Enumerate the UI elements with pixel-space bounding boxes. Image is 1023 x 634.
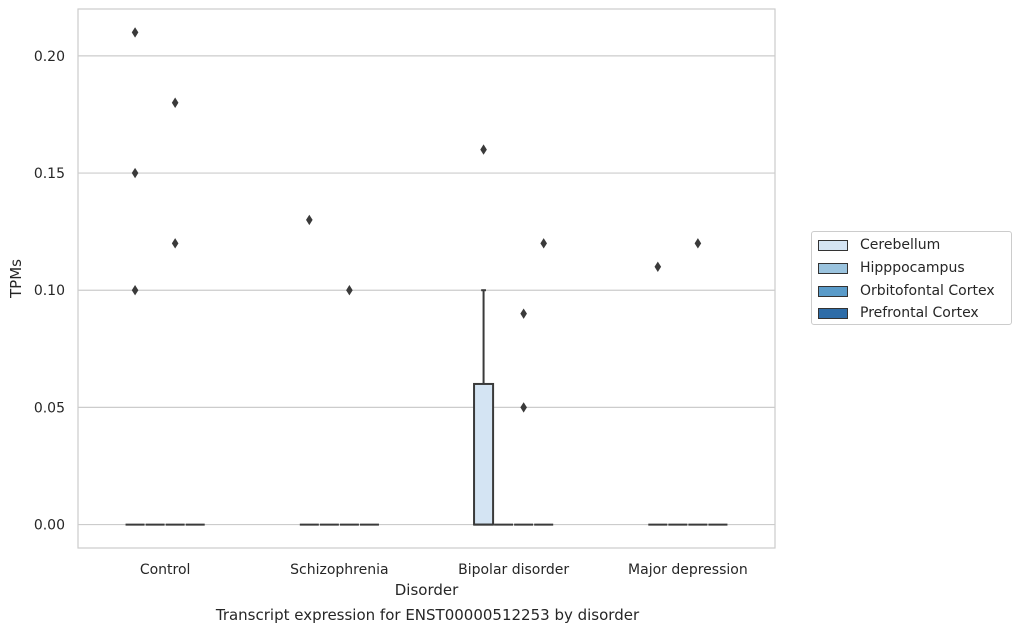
x-tick-label: Schizophrenia [290,562,388,578]
outlier-point [171,238,179,249]
y-tick-labels: 0.00 0.05 0.10 0.15 0.20 [34,49,65,534]
outlier-point [540,238,547,249]
plot-area [77,8,776,549]
legend-label: Cerebellum [860,237,941,253]
x-axis-label: Disorder [395,581,459,599]
x-tick-label: Control [140,562,191,578]
legend-swatch [818,262,848,274]
y-tick-label: 0.05 [34,400,65,416]
y-tick-label: 0.00 [34,518,65,534]
legend-swatch [818,239,848,251]
y-axis-label: TPMs [7,259,25,299]
legend-item: Prefrontal Cortex [818,304,979,322]
outlier-point [694,238,702,249]
x-tick-label: Major depression [628,562,748,578]
x-tick-label: Bipolar disorder [458,562,569,578]
outlier-point [480,144,487,155]
legend-label: Hipppocampus [860,260,965,276]
legend-item: Orbitofontal Cortex [818,282,995,300]
y-tick-label: 0.20 [34,49,65,65]
outlier-point [306,214,313,226]
y-tick-label: 0.15 [34,166,65,182]
outlier-point [346,285,353,296]
outliers [131,27,702,413]
legend-item: Hipppocampus [818,259,965,277]
outlier-point [131,167,139,179]
legend-label: Orbitofontal Cortex [860,283,995,299]
outlier-point [520,308,527,319]
outlier-point [131,285,139,296]
legend-label: Prefrontal Cortex [860,305,979,321]
outlier-point [654,261,662,272]
y-tick-label: 0.10 [34,283,65,299]
boxes [125,289,728,526]
outlier-point [520,402,527,413]
chart-caption: Transcript expression for ENST0000051225… [215,606,640,624]
outlier-point [131,27,139,38]
legend-swatch [818,285,848,297]
outlier-point [171,97,179,108]
x-tick-labels: Control Schizophrenia Bipolar disorder Majo… [140,562,748,578]
legend-swatch [818,307,848,319]
legend-item: Cerebellum [818,236,940,254]
box [473,382,495,526]
legend: Cerebellum Hipppocampus Orbitofontal Cor… [811,231,1012,325]
